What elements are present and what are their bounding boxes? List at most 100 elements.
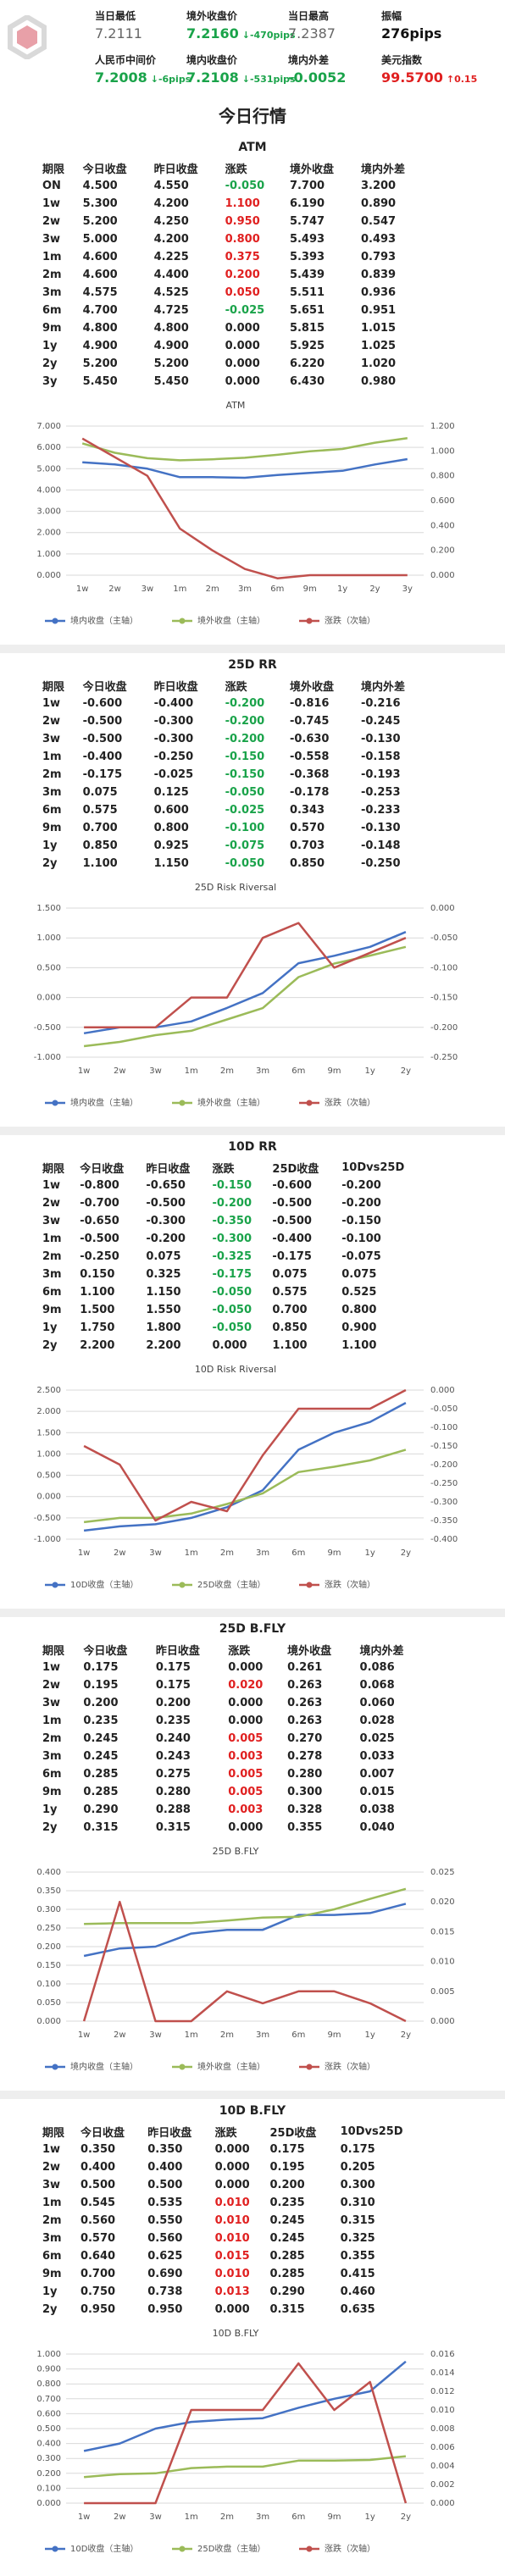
table-cell: 5.450 — [153, 375, 189, 388]
x-tick-label: 9m — [327, 1066, 341, 1076]
table-cell: 0.003 — [228, 1803, 264, 1816]
y-tick-label: 2.000 — [36, 529, 61, 538]
table-cell: -0.175 — [272, 1250, 312, 1263]
y-tick-label: 0.700 — [36, 2395, 61, 2404]
table-cell: -0.500 — [272, 1197, 312, 1210]
table-row: 9m 0.700 0.690 0.010 0.285 0.415 — [39, 2265, 429, 2283]
table-cell: 5.493 — [289, 233, 325, 246]
legend-entry: 涨跌（次轴） — [299, 2061, 375, 2072]
column-header: 期限 — [42, 681, 65, 694]
table-row: 1w 0.350 0.350 0.000 0.175 0.175 — [39, 2141, 429, 2158]
table-cell: 0.243 — [155, 1750, 191, 1763]
table-cell: -0.050 — [212, 1286, 252, 1299]
table-cell: 6m — [42, 2250, 62, 2263]
table-row: 1m -0.500 -0.200 -0.300 -0.400 -0.100 — [39, 1230, 429, 1248]
x-tick-label: 2y — [401, 2512, 411, 2522]
table-cell: 0.000 — [214, 2303, 250, 2316]
table-cell: -0.150 — [212, 1179, 252, 1192]
y-tick-label: 1.000 — [36, 1449, 61, 1459]
table-row: 1y 0.850 0.925 -0.075 0.703 -0.148 — [39, 837, 429, 855]
table-cell: 0.750 — [80, 2285, 116, 2298]
y2-tick-label: -0.100 — [430, 963, 458, 972]
separator — [0, 645, 505, 653]
series-line — [83, 1401, 407, 1532]
y-tick-label: 0.900 — [36, 2365, 61, 2374]
y2-tick-label: -0.200 — [430, 1460, 458, 1470]
table-cell: 4.600 — [82, 251, 118, 263]
x-tick-label: 3w — [149, 2512, 162, 2522]
legend-marker — [179, 618, 186, 624]
table-cell: 0.700 — [80, 2268, 116, 2280]
table-cell: 0.000 — [225, 340, 260, 352]
legend-marker — [306, 2064, 313, 2070]
table-row: 1m 0.545 0.535 0.010 0.235 0.310 — [39, 2194, 429, 2212]
table-cell: 0.010 — [214, 2197, 250, 2209]
y-tick-label: 2.500 — [36, 1386, 61, 1395]
table-row: 6m 4.700 4.725 -0.025 5.651 0.951 — [39, 302, 429, 319]
column-header: 今日收盘 — [82, 681, 127, 694]
table-cell: -0.500 — [80, 1233, 119, 1245]
x-tick-label: 1y — [365, 2512, 375, 2522]
table-row: 2y 1.100 1.150 -0.050 0.850 -0.250 — [39, 855, 429, 873]
table-cell: 2m — [42, 1732, 62, 1745]
y-tick-label: -1.000 — [34, 1053, 61, 1062]
table-cell: 6.220 — [289, 357, 325, 370]
stat-value: 7.2108 ↓-531pips — [186, 69, 296, 86]
table-cell: 0.000 — [225, 357, 260, 370]
x-tick-label: 2y — [401, 1066, 411, 1076]
table-cell: -0.250 — [153, 751, 194, 763]
table-row: 3m 0.570 0.560 0.010 0.245 0.325 — [39, 2230, 429, 2247]
table-row: 2y 5.200 5.200 0.000 6.220 1.020 — [39, 355, 429, 373]
table-row: 1y 4.900 4.900 0.000 5.925 1.025 — [39, 337, 429, 355]
table-cell: 9m — [42, 322, 62, 335]
stat-value: 7.2160 ↓-470pips — [186, 25, 296, 42]
table-cell: -0.200 — [225, 715, 265, 728]
table-cell: 0.068 — [359, 1679, 395, 1692]
table-cell: 0.000 — [212, 1339, 247, 1352]
table-cell: 6.430 — [289, 375, 325, 388]
table-cell: 0.000 — [228, 1697, 264, 1709]
table-cell: 0.950 — [225, 215, 260, 228]
table-cell: 0.640 — [80, 2250, 116, 2263]
table-cell: 0.150 — [80, 1268, 115, 1281]
y2-tick-label: 0.400 — [430, 521, 455, 530]
y2-tick-label: 0.000 — [430, 571, 455, 580]
y2-tick-label: 0.016 — [430, 2350, 455, 2359]
table-cell: 0.575 — [82, 804, 118, 817]
y2-tick-label: 0.005 — [430, 1987, 455, 1997]
table-cell: 0.010 — [214, 2268, 250, 2280]
table-row: 6m 0.640 0.625 0.015 0.285 0.355 — [39, 2247, 429, 2265]
series-line — [83, 2360, 407, 2452]
table-cell: -0.500 — [146, 1197, 186, 1210]
y-tick-label: 1.000 — [36, 2350, 61, 2359]
x-tick-label: 3y — [402, 584, 413, 594]
table-row: 3m 0.075 0.125 -0.050 -0.178 -0.253 — [39, 784, 429, 801]
y-tick-label: 1.500 — [36, 904, 61, 913]
table-cell: 0.000 — [214, 2179, 250, 2191]
table-cell: 0.738 — [147, 2285, 183, 2298]
table-cell: -0.650 — [80, 1215, 119, 1227]
table-cell: 0.560 — [147, 2232, 183, 2245]
y-tick-label: 6.000 — [36, 443, 61, 452]
x-tick-label: 6m — [270, 584, 284, 594]
y2-tick-label: 0.000 — [430, 904, 455, 913]
table-cell: 0.263 — [287, 1697, 323, 1709]
table-cell: 2.200 — [146, 1339, 181, 1352]
table-cell: 1m — [42, 251, 62, 263]
table-cell: 0.315 — [155, 1821, 191, 1834]
table-row: 3m 4.575 4.525 0.050 5.511 0.936 — [39, 284, 429, 302]
table-cell: -0.400 — [272, 1233, 312, 1245]
x-tick-label: 3m — [256, 1548, 269, 1558]
y2-tick-label: 0.020 — [430, 1897, 455, 1907]
table-cell: -0.245 — [360, 715, 401, 728]
table-cell: 4.250 — [153, 215, 189, 228]
table-cell: -0.150 — [225, 751, 265, 763]
table-cell: -0.400 — [82, 751, 123, 763]
table-cell: -0.600 — [272, 1179, 312, 1192]
separator — [0, 2091, 505, 2099]
y-tick-label: 0.600 — [36, 2409, 61, 2418]
legend-entry: 境内收盘（主轴） — [45, 615, 138, 626]
header: 当日最低 7.2111 境外收盘价 7.2160 ↓-470pips 当日最高 7.2387… — [0, 0, 505, 97]
y-tick-label: 0.000 — [36, 2499, 61, 2508]
y2-tick-label: 0.004 — [430, 2462, 455, 2471]
